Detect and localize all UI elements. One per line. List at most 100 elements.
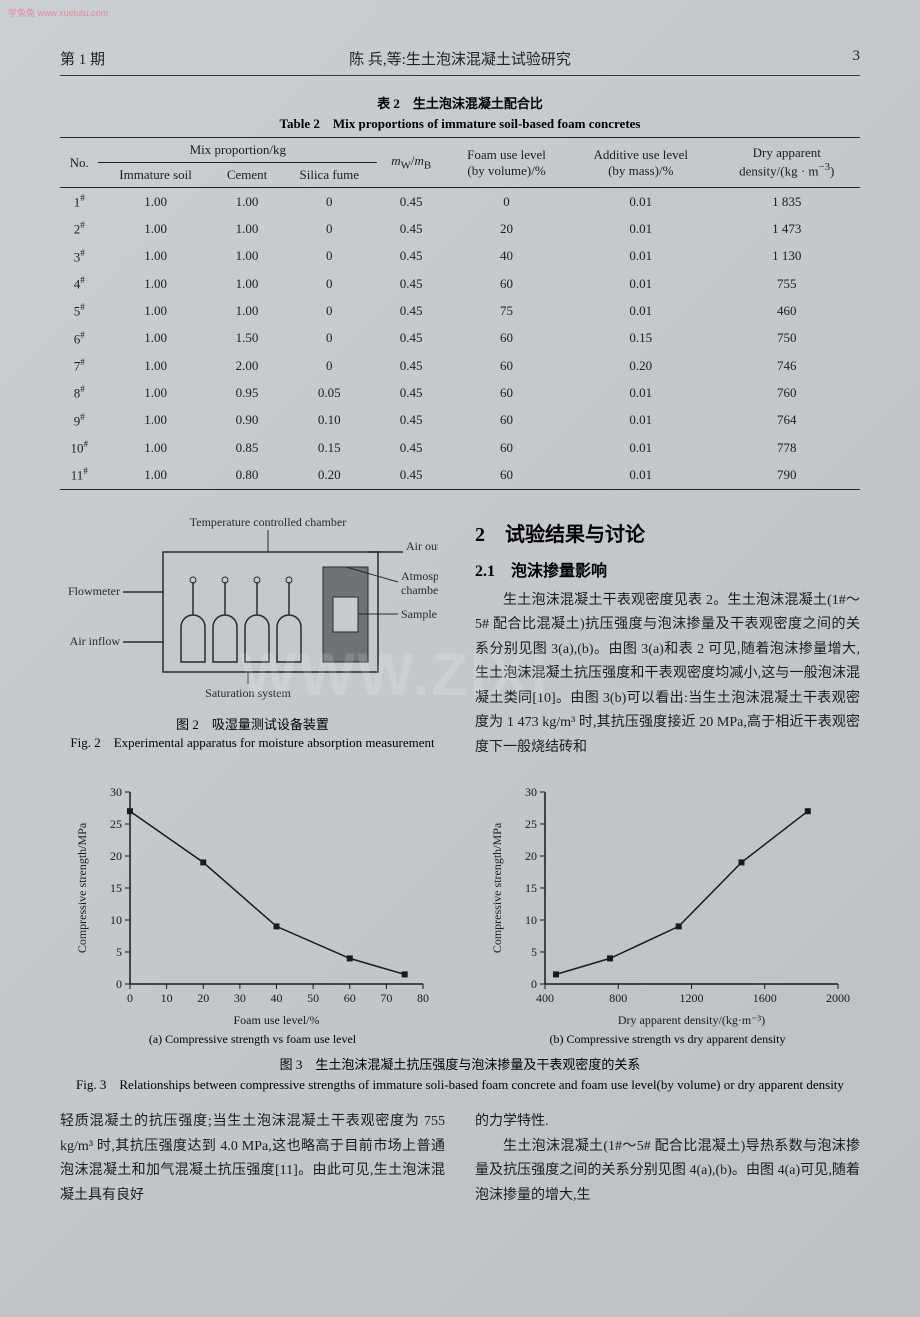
- bottom-right-para2: 生土泡沫混凝土(1#～5# 配合比混凝土)导热系数与泡沫掺量及抗压强度之间的关系…: [475, 1135, 860, 1209]
- bottom-left-para: 轻质混凝土的抗压强度;当生土泡沫混凝土干表观密度为 755 kg/m³ 时,其抗…: [60, 1110, 445, 1208]
- running-header: 第 1 期 陈 兵,等:生土泡沫混凝土试验研究 3: [60, 48, 860, 76]
- table-cell: 0.01: [568, 243, 713, 270]
- svg-text:10: 10: [110, 913, 122, 927]
- table-cell: 0.45: [377, 434, 445, 461]
- svg-text:15: 15: [110, 881, 122, 895]
- table-cell: 1.00: [213, 215, 282, 242]
- table-row: 1#1.001.0000.4500.011 835: [60, 188, 860, 216]
- th-cement: Cement: [213, 163, 282, 188]
- para-2-1: 生土泡沫混凝土干表观密度见表 2。生土泡沫混凝土(1#～5# 配合比混凝土)抗压…: [475, 589, 860, 761]
- table-cell: 10#: [60, 434, 98, 461]
- svg-text:60: 60: [343, 991, 355, 1005]
- fig2-caption: 图 2 吸湿量测试设备装置 Fig. 2 Experimental appara…: [60, 716, 445, 754]
- bottom-text-row: 轻质混凝土的抗压强度;当生土泡沫混凝土干表观密度为 755 kg/m³ 时,其抗…: [60, 1110, 860, 1208]
- svg-text:1200: 1200: [679, 991, 703, 1005]
- svg-text:0: 0: [116, 977, 122, 991]
- svg-text:Flowmeter: Flowmeter: [68, 584, 120, 598]
- subsection-2-1: 2.1 泡沫掺量影响: [475, 557, 860, 581]
- svg-text:50: 50: [307, 991, 319, 1005]
- table-cell: 0.01: [568, 379, 713, 406]
- fig2-diagram: Temperature controlled chamberAir outflo…: [68, 512, 438, 712]
- running-title: 陈 兵,等:生土泡沫混凝土试验研究: [349, 48, 571, 69]
- svg-text:25: 25: [110, 817, 122, 831]
- table-cell: 1.00: [98, 270, 212, 297]
- table-cell: 0.20: [568, 352, 713, 379]
- th-density: Dry apparentdensity/(kg · m−3): [713, 138, 860, 188]
- svg-text:Air outflow: Air outflow: [406, 539, 438, 553]
- table-cell: 1#: [60, 188, 98, 216]
- table-cell: 0.45: [377, 297, 445, 324]
- th-mix-group: Mix proportion/kg: [98, 138, 377, 163]
- table-cell: 0: [281, 215, 377, 242]
- table-cell: 1.00: [98, 407, 212, 434]
- svg-text:Air inflow: Air inflow: [69, 634, 120, 648]
- table-cell: 1.00: [98, 461, 212, 489]
- svg-text:0: 0: [127, 991, 133, 1005]
- table-cell: 790: [713, 461, 860, 489]
- table-cell: 4#: [60, 270, 98, 297]
- table-cell: 746: [713, 352, 860, 379]
- table-row: 3#1.001.0000.45400.011 130: [60, 243, 860, 270]
- table-cell: 0.01: [568, 434, 713, 461]
- table-cell: 760: [713, 379, 860, 406]
- table-cell: 0: [281, 270, 377, 297]
- table-cell: 0: [281, 188, 377, 216]
- table-row: 2#1.001.0000.45200.011 473: [60, 215, 860, 242]
- th-immature: Immature soil: [98, 163, 212, 188]
- table-cell: 778: [713, 434, 860, 461]
- table-row: 4#1.001.0000.45600.01755: [60, 270, 860, 297]
- svg-text:Foam use level/%: Foam use level/%: [233, 1013, 319, 1027]
- table-cell: 0.45: [377, 407, 445, 434]
- th-mwmb: mW/mB: [377, 138, 445, 188]
- table-cell: 2#: [60, 215, 98, 242]
- table-cell: 1.00: [98, 188, 212, 216]
- table-row: 10#1.000.850.150.45600.01778: [60, 434, 860, 461]
- svg-text:1600: 1600: [752, 991, 776, 1005]
- fig3b-chart: 051015202530400800120016002000Dry appare…: [483, 780, 853, 1030]
- table-cell: 1 473: [713, 215, 860, 242]
- table-cell: 750: [713, 325, 860, 352]
- table-cell: 0.80: [213, 461, 282, 489]
- table-cell: 1.00: [98, 434, 212, 461]
- svg-text:20: 20: [197, 991, 209, 1005]
- fig3a-box: 05101520253001020304050607080Foam use le…: [60, 780, 445, 1047]
- table-cell: 0.01: [568, 188, 713, 216]
- table-cell: 0: [281, 325, 377, 352]
- svg-text:5: 5: [116, 945, 122, 959]
- fig3-row: 05101520253001020304050607080Foam use le…: [60, 780, 860, 1047]
- right-col-text: 2 试验结果与讨论 2.1 泡沫掺量影响 生土泡沫混凝土干表观密度见表 2。生土…: [475, 512, 860, 761]
- table2-caption-en: Table 2 Mix proportions of immature soil…: [280, 116, 641, 131]
- table-cell: 0.85: [213, 434, 282, 461]
- table-cell: 6#: [60, 325, 98, 352]
- svg-text:80: 80: [417, 991, 429, 1005]
- fig3-caption-cn: 图 3 生土泡沫混凝土抗压强度与泡沫掺量及干表观密度的关系: [280, 1057, 641, 1072]
- table-cell: 0.05: [281, 379, 377, 406]
- svg-text:800: 800: [609, 991, 627, 1005]
- table-cell: 11#: [60, 461, 98, 489]
- table-cell: 1.50: [213, 325, 282, 352]
- table-cell: 0.01: [568, 270, 713, 297]
- table-cell: 40: [445, 243, 568, 270]
- table-cell: 0.45: [377, 352, 445, 379]
- table-cell: 1 130: [713, 243, 860, 270]
- table-cell: 0.45: [377, 243, 445, 270]
- table2: No. Mix proportion/kg mW/mB Foam use lev…: [60, 137, 860, 490]
- table-cell: 0.01: [568, 461, 713, 489]
- svg-text:30: 30: [233, 991, 245, 1005]
- table-cell: 0: [445, 188, 568, 216]
- table-row: 7#1.002.0000.45600.20746: [60, 352, 860, 379]
- table-cell: 1.00: [98, 243, 212, 270]
- svg-text:Compressive strength/MPa: Compressive strength/MPa: [75, 822, 89, 953]
- svg-text:400: 400: [536, 991, 554, 1005]
- table-cell: 2.00: [213, 352, 282, 379]
- fig3a-chart: 05101520253001020304050607080Foam use le…: [68, 780, 438, 1030]
- table-cell: 1.00: [98, 352, 212, 379]
- table-cell: 755: [713, 270, 860, 297]
- table-cell: 0: [281, 243, 377, 270]
- table-cell: 0.45: [377, 188, 445, 216]
- fig3a-sub: (a) Compressive strength vs foam use lev…: [60, 1032, 445, 1047]
- table-cell: 60: [445, 461, 568, 489]
- table-cell: 7#: [60, 352, 98, 379]
- table-cell: 1.00: [98, 379, 212, 406]
- svg-text:Atmospheric: Atmospheric: [401, 569, 438, 583]
